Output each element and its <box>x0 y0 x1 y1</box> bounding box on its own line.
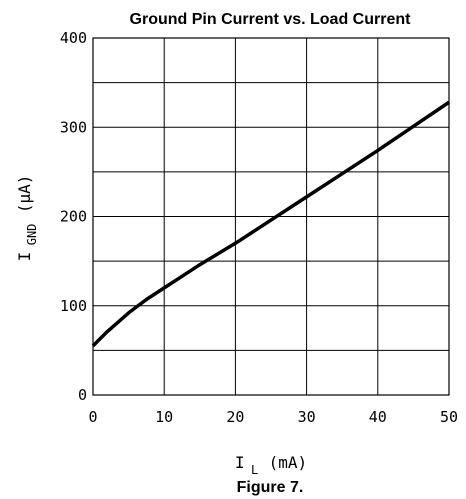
grid <box>93 38 449 395</box>
y-tick-label: 400 <box>60 29 87 47</box>
y-tick-label: 200 <box>60 208 87 226</box>
series-layer <box>91 100 450 348</box>
y-axis-label-sub: GND <box>25 224 39 246</box>
x-axis-label-main: I <box>235 453 245 472</box>
x-axis-label-unit: (mA) <box>269 453 308 472</box>
x-axis-label-sub: L <box>251 463 258 477</box>
x-tick-label: 30 <box>298 408 316 426</box>
chart-title: Ground Pin Current vs. Load Current <box>130 11 412 28</box>
x-tick-labels: 0 10 20 30 40 50 <box>88 408 458 426</box>
y-tick-label: 100 <box>60 297 87 315</box>
x-tick-label: 20 <box>226 408 244 426</box>
plot-frame <box>92 37 450 396</box>
y-tick-label: 300 <box>60 118 87 136</box>
x-axis-label: I L (mA) <box>235 453 307 478</box>
y-tick-label: 0 <box>78 386 87 404</box>
y-tick-labels: 0 100 200 300 400 <box>60 29 87 404</box>
y-axis-label-main: I <box>15 252 34 262</box>
x-tick-label: 40 <box>369 408 387 426</box>
x-tick-label: 0 <box>88 408 97 426</box>
figure-caption: Figure 7. <box>237 479 304 496</box>
y-axis-label: I GND (μA) <box>15 175 40 262</box>
x-tick-label: 50 <box>440 408 458 426</box>
y-axis-label-unit: (μA) <box>15 175 34 214</box>
plot-area <box>91 37 450 396</box>
x-tick-label: 10 <box>155 408 173 426</box>
series-line-0 <box>91 100 450 348</box>
